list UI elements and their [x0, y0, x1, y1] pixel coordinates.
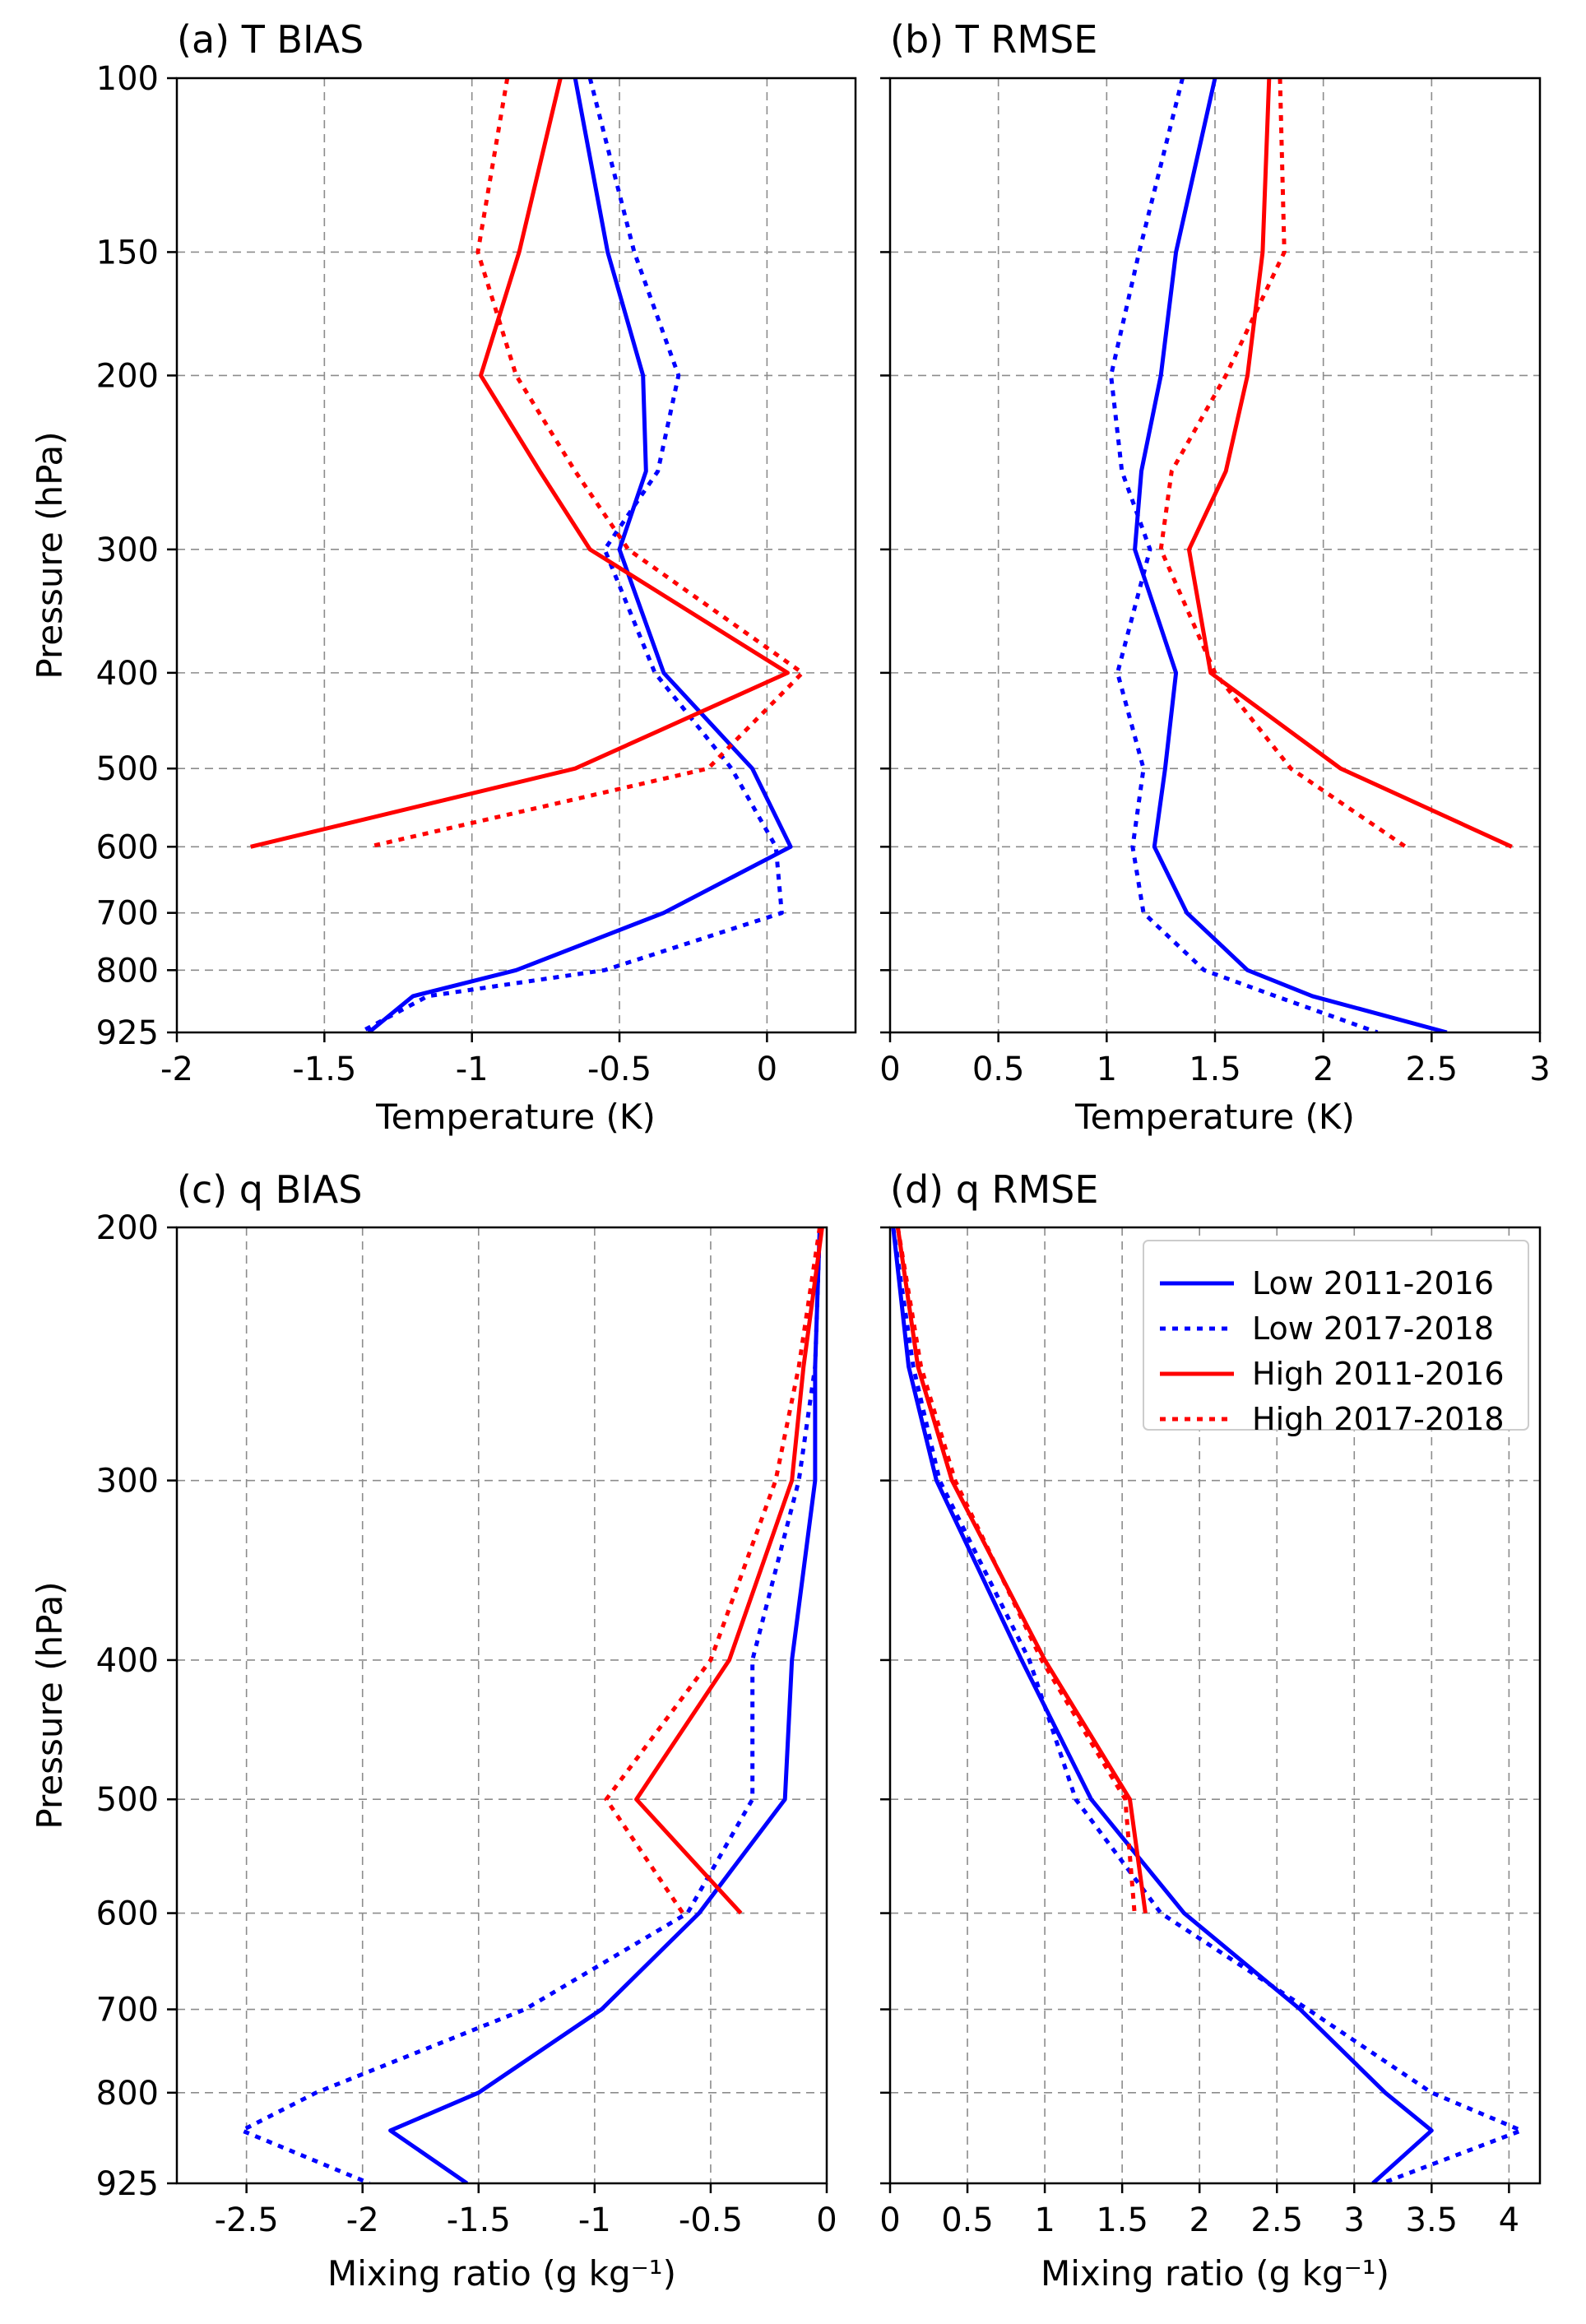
- panel-d-series-low-2017-2018: [891, 1227, 1523, 2183]
- panel-c-series-low-2011-2016: [388, 1227, 822, 2183]
- panel-c-series-high-2017-2018: [604, 1227, 822, 1914]
- panel-d-xtick-label: 0: [879, 2201, 900, 2239]
- panel-d-frame: [888, 1226, 1542, 2185]
- panel-b-xtick-label: 1.5: [1189, 1051, 1241, 1088]
- panel-d-xtick-label: 3: [1344, 2201, 1365, 2239]
- panel-d-xtick-label: 2: [1189, 2201, 1209, 2239]
- panel-d-series-high-2017-2018: [895, 1227, 1137, 1913]
- panel-a-series-low-2011-2016: [367, 78, 793, 1032]
- panel-c-xtick-label: -1.5: [447, 2201, 511, 2239]
- panel-d-title: (d) q RMSE: [890, 1167, 1098, 1212]
- panel-b-t-rmse: (b) T RMSE 0 0.5 1 1.5 2 2.5 3 Temperature (K): [879, 17, 1550, 1137]
- panel-a-frame: [175, 77, 857, 1034]
- panel-c-title: (c) q BIAS: [177, 1167, 362, 1212]
- panel-a-ylabel: Pressure (hPa): [30, 431, 70, 679]
- panel-c-xtick-label: -2.5: [215, 2201, 279, 2239]
- panel-d-xtick-label: 3.5: [1406, 2201, 1458, 2239]
- panel-a-xtick-label: -1: [456, 1051, 489, 1088]
- panel-c-xtick-label: -2: [346, 2201, 379, 2239]
- panel-a-xtick-label: 0: [757, 1051, 777, 1088]
- panel-b-xtick-label: 1: [1097, 1051, 1117, 1088]
- panel-d-xtick-label: 2.5: [1250, 2201, 1303, 2239]
- panel-b-xtick-label: 3: [1529, 1051, 1550, 1088]
- panel-b-xtick-label: 2.5: [1406, 1051, 1458, 1088]
- panel-d-series-high-2011-2016: [895, 1227, 1148, 1913]
- panel-b-xlabel: Temperature (K): [1074, 1097, 1355, 1137]
- panel-a-xtick-label: -2: [160, 1051, 193, 1088]
- panel-c-ylabel: Pressure (hPa): [30, 1581, 70, 1829]
- panel-b-xtick-label: 0.5: [972, 1051, 1025, 1088]
- panel-c-ytick-label: 200: [96, 1209, 159, 1247]
- panel-a-series-high-2011-2016: [250, 78, 790, 849]
- panel-a-ytick-label: 600: [96, 828, 159, 866]
- legend-label: Low 2017-2018: [1252, 1310, 1494, 1347]
- legend-box: [1143, 1240, 1529, 1431]
- panel-c-ytick-label: 700: [96, 1992, 159, 2029]
- panel-d-q-rmse: (d) q RMSE 0 0.5 1 1.5 2 2.5 3 3.5 4 Mixing rati…: [879, 1167, 1542, 2294]
- panel-c-ytick-label: 300: [96, 1463, 159, 1501]
- panel-a-ytick-label: 400: [96, 655, 159, 693]
- panel-c-ytick-label: 400: [96, 1642, 159, 1680]
- panel-d-xtick-label: 4: [1499, 2201, 1519, 2239]
- panel-c-ytick-label: 800: [96, 2075, 159, 2113]
- panel-a-xtick-label: -0.5: [587, 1051, 652, 1088]
- panel-d-xtick-label: 1.5: [1096, 2201, 1148, 2239]
- panel-a-t-bias: (a) T BIAS -2 -1.5 -1 -0.5 0 100 150 200 300 400 5…: [30, 17, 857, 1137]
- panel-d-xlabel: Mixing ratio (g kg⁻¹): [1041, 2253, 1389, 2294]
- panel-c-series-high-2011-2016: [634, 1227, 824, 1915]
- panel-a-series-low-2017-2018: [359, 78, 784, 1032]
- panel-b-title: (b) T RMSE: [890, 17, 1097, 62]
- panel-a-series-high-2017-2018: [368, 78, 805, 849]
- panel-b-series-high-2017-2018: [1158, 78, 1407, 849]
- panel-a-ytick-label: 700: [96, 895, 159, 933]
- panel-c-ytick-label: 600: [96, 1895, 159, 1933]
- panel-a-ytick-label: 800: [96, 952, 159, 990]
- panel-a-ytick-label: 300: [96, 531, 159, 569]
- panel-a-ytick-label: 150: [96, 234, 159, 271]
- panel-c-series-low-2017-2018: [239, 1227, 822, 2183]
- panel-a-ytick-label: 500: [96, 750, 159, 788]
- panel-d-xtick-label: 1: [1034, 2201, 1055, 2239]
- panel-a-title: (a) T BIAS: [177, 17, 364, 62]
- panel-a-xtick-label: -1.5: [292, 1051, 356, 1088]
- panel-c-xtick-label: 0: [816, 2201, 837, 2239]
- panel-a-ytick-label: 100: [96, 60, 159, 98]
- panel-a-ytick-label: 925: [96, 1014, 159, 1052]
- panel-b-series-low-2017-2018: [1109, 78, 1379, 1032]
- panel-c-q-bias: (c) q BIAS -2.5 -2 -1.5 -1 -0.5 0 200 300 400 500…: [30, 1167, 837, 2294]
- panel-b-xtick-label: 0: [879, 1051, 900, 1088]
- panel-c-frame: [175, 1226, 828, 2185]
- panel-a-xlabel: Temperature (K): [375, 1097, 656, 1137]
- panel-c-xtick-label: -1: [578, 2201, 611, 2239]
- panel-c-xlabel: Mixing ratio (g kg⁻¹): [327, 2253, 676, 2294]
- legend-label: Low 2011-2016: [1252, 1265, 1494, 1301]
- panel-c-ytick-label: 925: [96, 2165, 159, 2203]
- panel-d-xtick-label: 0.5: [941, 2201, 994, 2239]
- legend-label: High 2017-2018: [1252, 1401, 1505, 1437]
- panel-b-xtick-label: 2: [1313, 1051, 1333, 1088]
- panel-a-ytick-label: 200: [96, 357, 159, 395]
- panel-c-xtick-label: -0.5: [679, 2201, 743, 2239]
- legend: Low 2011-2016 Low 2017-2018 High 2011-2016…: [1143, 1240, 1529, 1437]
- panel-b-series-low-2011-2016: [1133, 78, 1448, 1032]
- legend-label: High 2011-2016: [1252, 1356, 1505, 1392]
- panel-c-ytick-label: 500: [96, 1781, 159, 1819]
- panel-b-series-high-2011-2016: [1186, 78, 1513, 849]
